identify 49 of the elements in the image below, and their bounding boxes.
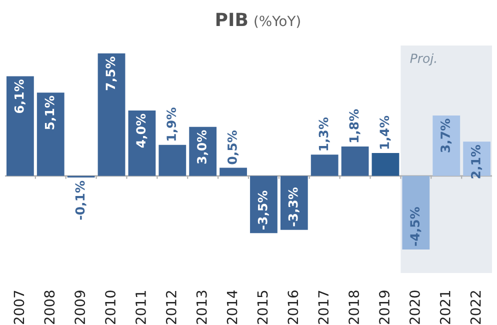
bar [128, 110, 156, 176]
data-label: 3,0% [197, 130, 208, 164]
data-label: -3,3% [288, 187, 300, 226]
x-tick-label: 2012 [166, 291, 176, 324]
data-label: 1,3% [318, 117, 330, 150]
data-label: 2,1% [470, 144, 482, 178]
x-tick-label: 2021 [440, 290, 450, 324]
bar [189, 126, 217, 176]
bar [432, 115, 460, 176]
data-label: 1,8% [349, 109, 360, 142]
data-label: 1,9% [166, 108, 178, 141]
chart-title: PIB [216, 12, 248, 26]
x-tick-label: 2007 [14, 290, 24, 324]
x-tick-label: 2022 [470, 291, 481, 324]
x-tick-label: 2018 [348, 290, 360, 324]
bar [98, 53, 126, 176]
x-tick-label: 2013 [196, 290, 207, 324]
data-label: -4,5% [410, 207, 422, 246]
data-label: 1,4% [380, 116, 391, 149]
bar [310, 154, 338, 176]
x-tick-label: 2017 [318, 290, 329, 324]
x-tick-label: 2014 [226, 290, 238, 324]
bar [341, 146, 369, 176]
x-tick-label: 2016 [288, 290, 298, 324]
bar [36, 92, 64, 176]
x-tick-label: 2008 [44, 290, 55, 324]
data-label: -3,5% [258, 190, 269, 230]
band-label: Proj. [410, 53, 436, 66]
data-label: 4,0% [136, 114, 148, 148]
x-tick-label: 2009 [74, 290, 86, 324]
bar [158, 144, 186, 176]
bar [280, 176, 308, 230]
bar [402, 176, 430, 250]
data-label: 7,5% [106, 56, 117, 90]
bar [372, 153, 400, 176]
data-label: 3,7% [440, 118, 452, 152]
bar [220, 168, 247, 176]
x-tick-label: 2011 [135, 290, 146, 324]
chart-subtitle: (%YoY) [254, 15, 300, 28]
data-label: 0,5% [227, 130, 239, 164]
x-tick-label: 2019 [379, 290, 390, 324]
x-tick-label: 2020 [409, 290, 420, 324]
data-label: -0,1% [75, 180, 86, 220]
data-label: 6,1% [14, 80, 26, 114]
x-tick-label: 2010 [105, 290, 116, 324]
data-label: 5,1% [44, 96, 56, 130]
x-tick-label: 2015 [257, 290, 268, 324]
bar [250, 176, 278, 234]
bar [6, 76, 34, 176]
